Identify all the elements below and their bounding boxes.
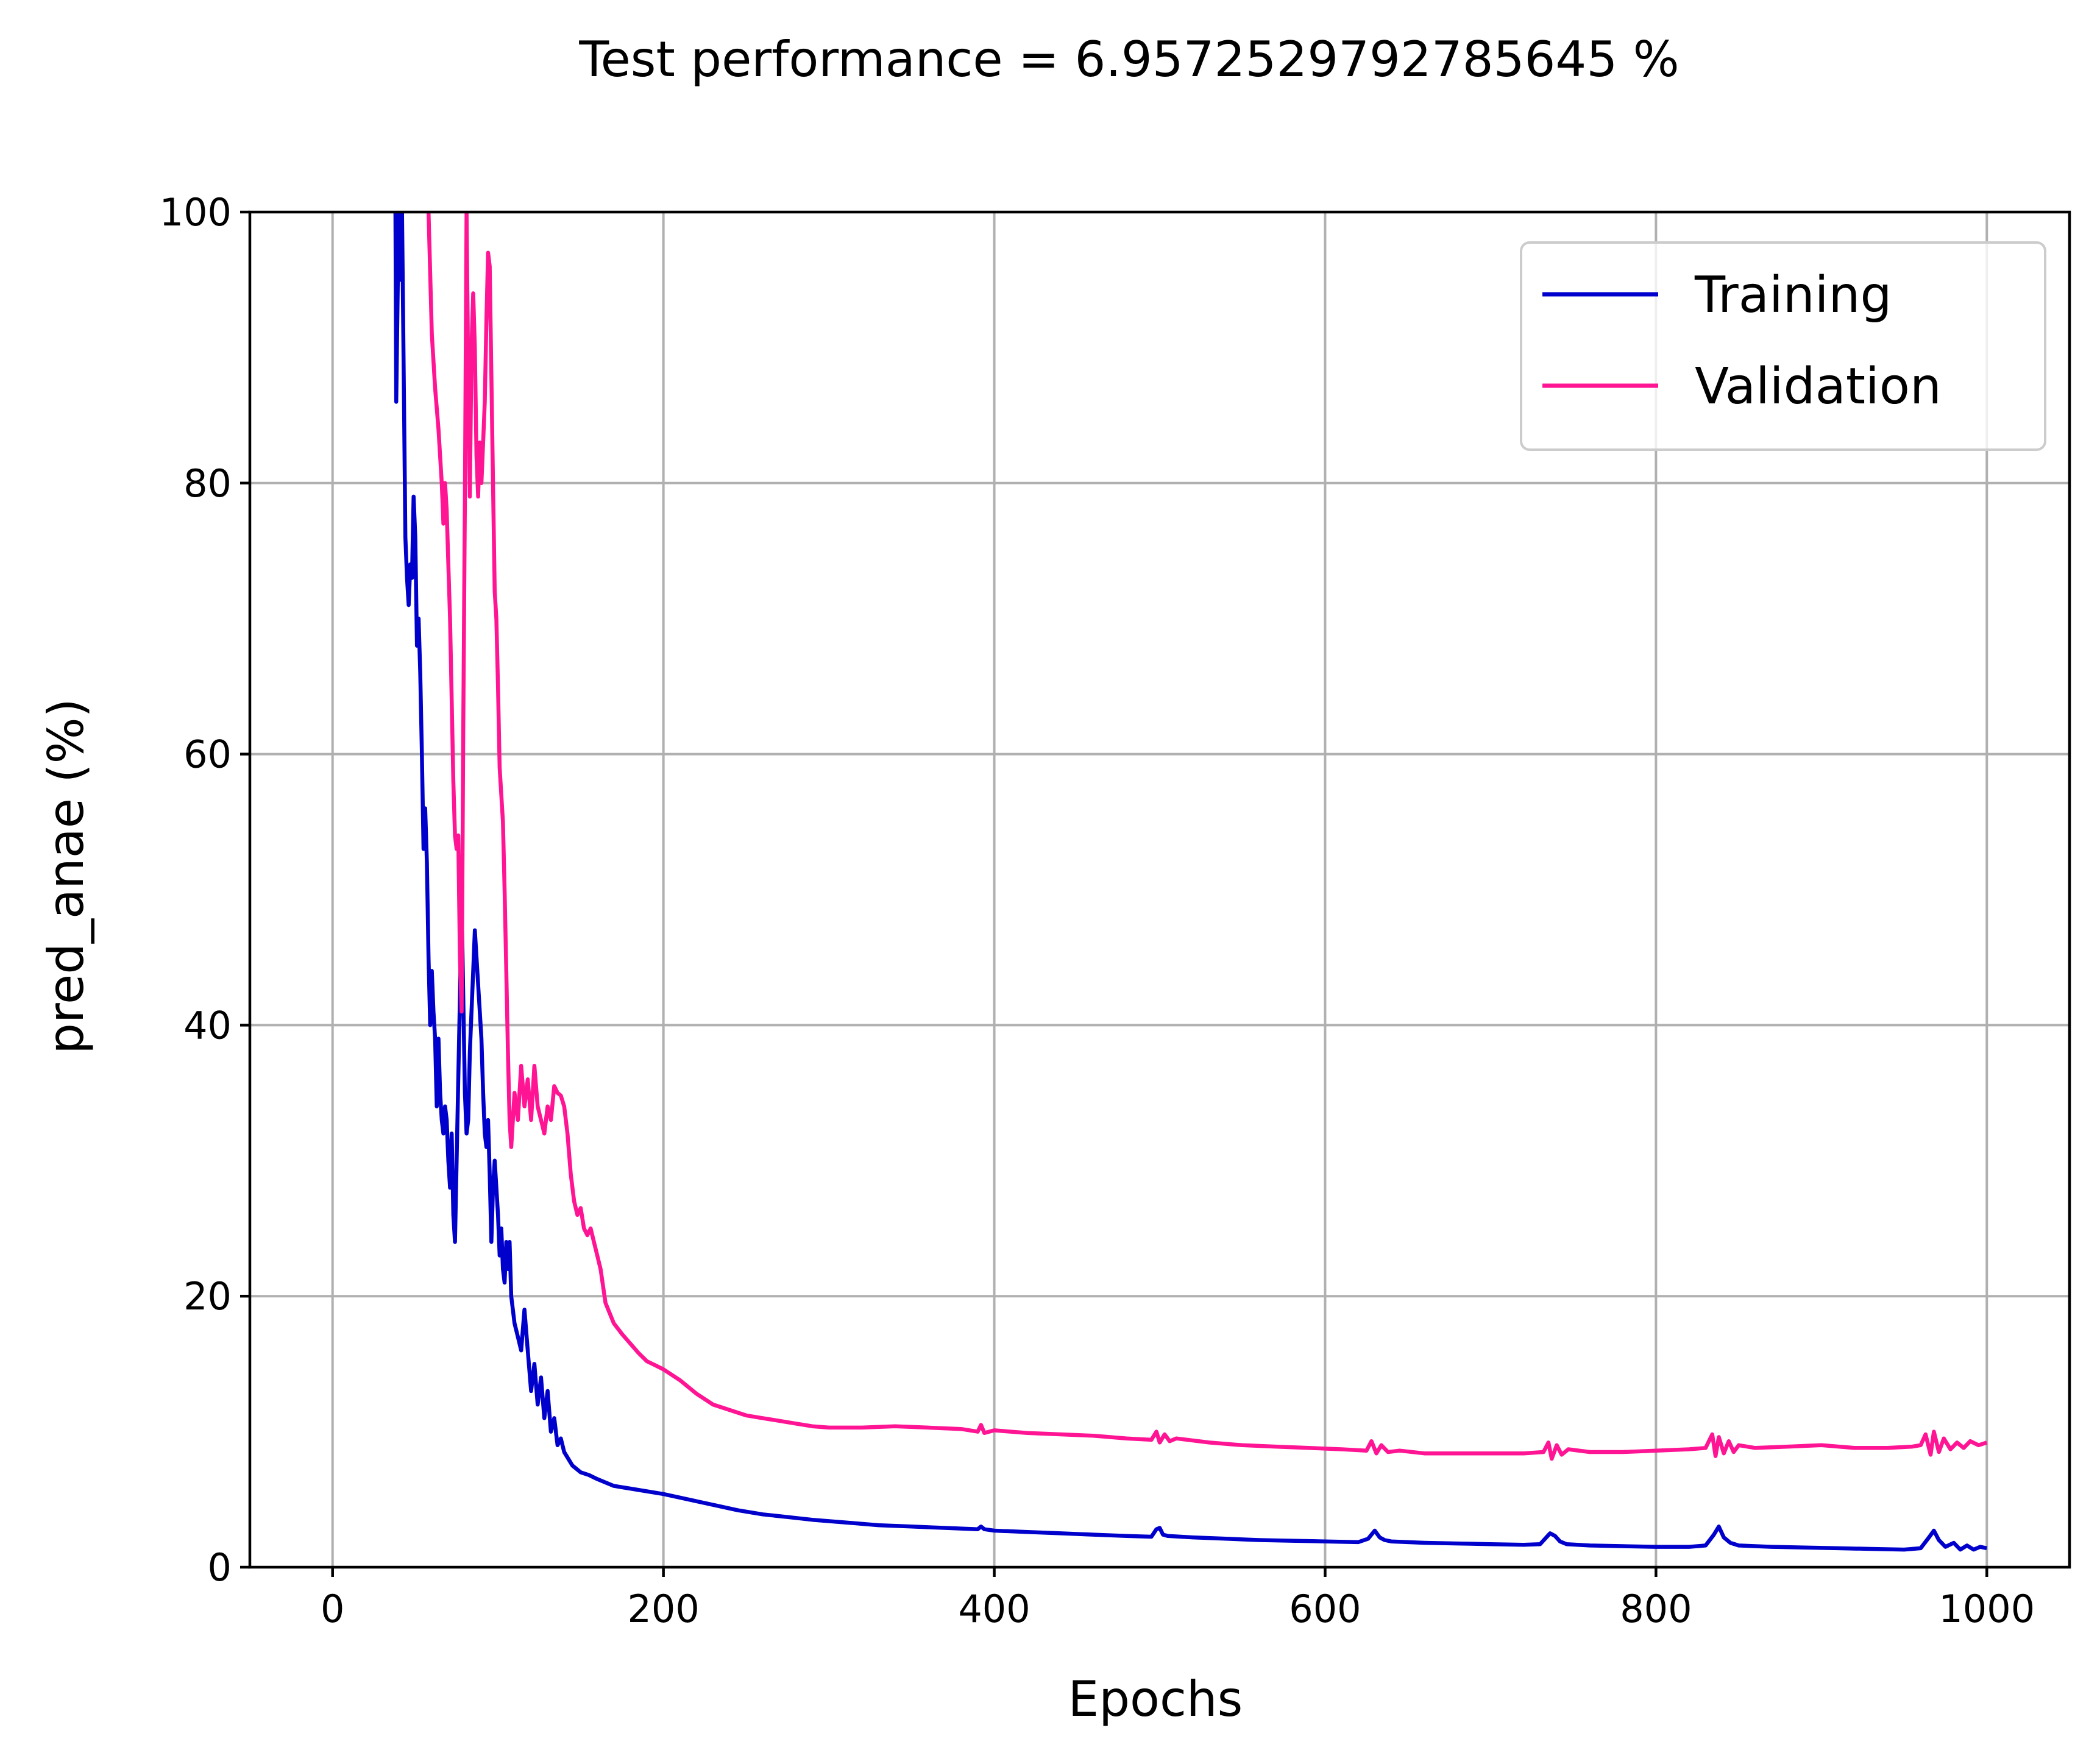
x-tick-label: 400 bbox=[958, 1587, 1030, 1631]
chart-title: Test performance = 6.9572529792785645 % bbox=[578, 31, 1679, 88]
legend: Training Validation bbox=[1520, 241, 2046, 451]
x-tick-label: 200 bbox=[627, 1587, 699, 1631]
x-tick-label: 1000 bbox=[1939, 1587, 2035, 1631]
y-tick-label: 100 bbox=[160, 190, 232, 235]
x-axis-ticks: 0 200 400 600 800 1000 bbox=[321, 1567, 2035, 1631]
x-tick-label: 0 bbox=[321, 1587, 344, 1631]
x-axis-label: Epochs bbox=[1068, 1671, 1243, 1727]
series-group bbox=[393, 212, 1988, 1552]
x-tick-label: 600 bbox=[1289, 1587, 1361, 1631]
y-tick-label: 80 bbox=[183, 461, 232, 506]
legend-label-training: Training bbox=[1694, 266, 1892, 324]
legend-label-validation: Validation bbox=[1695, 358, 1942, 416]
y-axis-label: pred_anae (%) bbox=[38, 698, 94, 1054]
series-line-training bbox=[393, 212, 1987, 1552]
y-tick-label: 40 bbox=[183, 1003, 232, 1047]
x-tick-label: 800 bbox=[1620, 1587, 1692, 1631]
y-tick-label: 0 bbox=[208, 1545, 232, 1590]
x-gridlines bbox=[331, 212, 1988, 1567]
y-axis-ticks: 0 20 40 60 80 100 bbox=[160, 190, 250, 1590]
y-tick-label: 20 bbox=[183, 1274, 232, 1319]
plot-frame bbox=[248, 210, 2071, 1569]
y-tick-label: 60 bbox=[183, 732, 232, 777]
series-line-validation bbox=[426, 212, 1988, 1461]
